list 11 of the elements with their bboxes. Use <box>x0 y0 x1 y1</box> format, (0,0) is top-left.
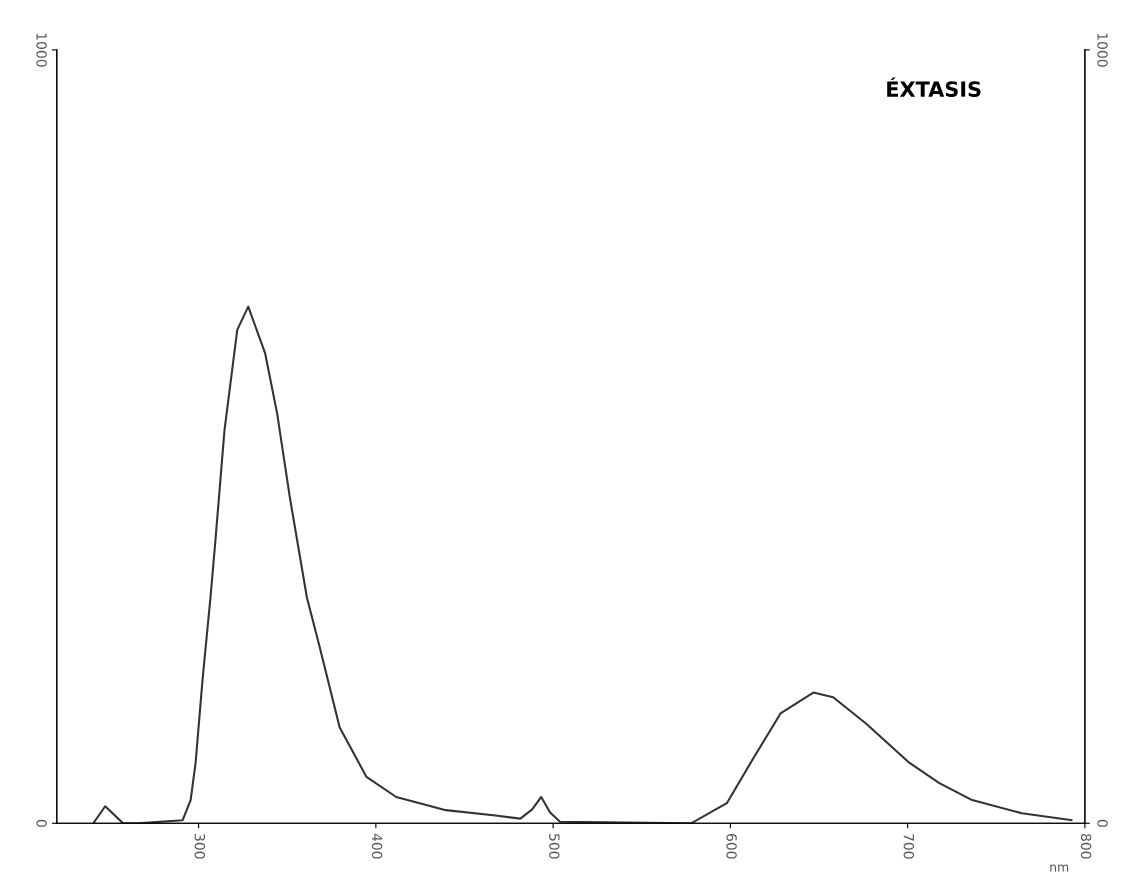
x-tick-label: 300 <box>194 834 206 859</box>
x-tick-label: 800 <box>1080 833 1092 859</box>
x-tick-label: 700 <box>903 834 915 859</box>
text: ÉXTASIS <box>887 77 981 97</box>
line-series <box>92 305 1073 824</box>
x-axis-title: nm <box>1050 864 1069 872</box>
x-tick-label: 600 <box>726 833 737 859</box>
y2-tick-label: 1000 <box>1097 33 1108 67</box>
x-tick-label: 500 <box>549 834 560 859</box>
x-tick-label: 400 <box>371 833 383 859</box>
y2-tick-label: 0 <box>1097 819 1108 827</box>
